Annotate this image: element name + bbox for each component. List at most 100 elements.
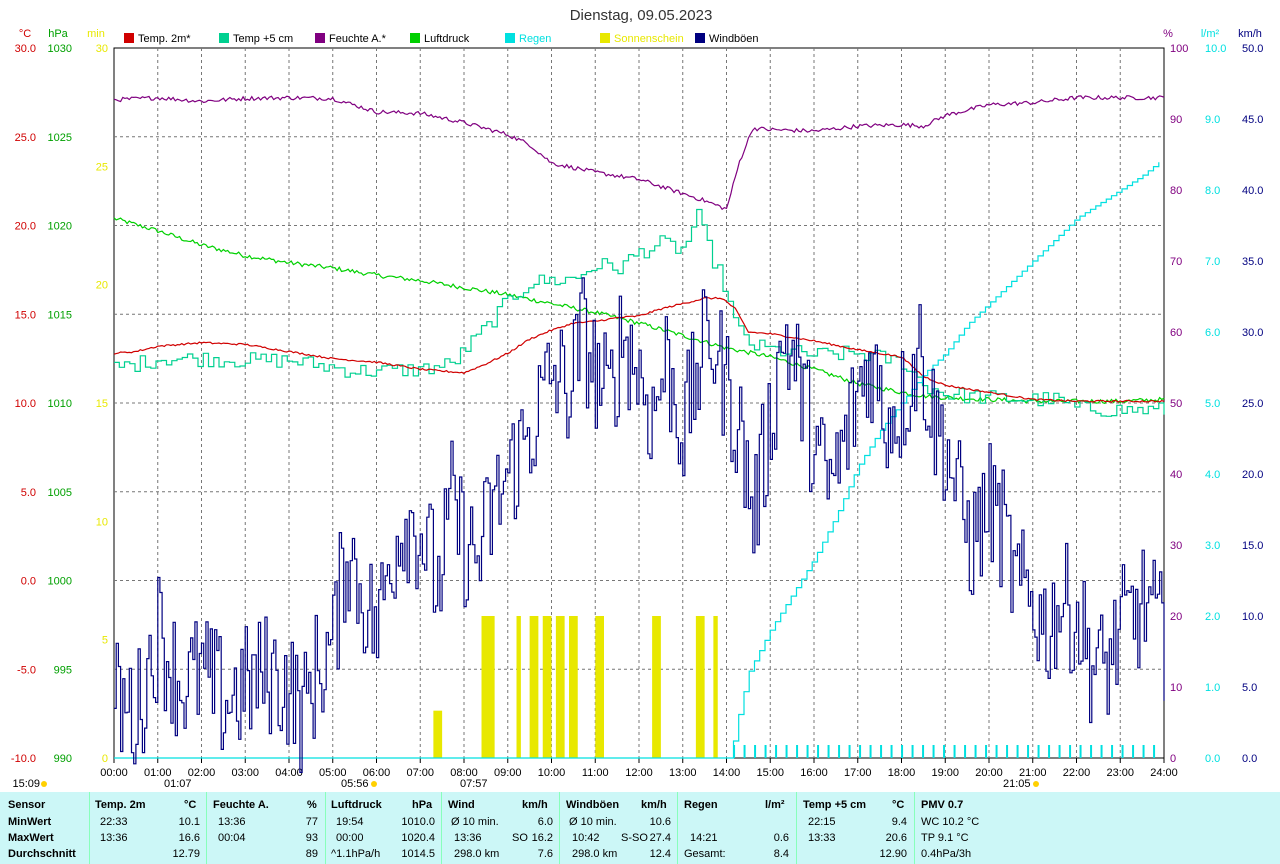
temp-tick-label: 15.0	[15, 309, 36, 321]
axis-unit-label: %	[1163, 28, 1173, 40]
sun-marker-icon	[41, 781, 47, 787]
sunshine-bar	[695, 616, 705, 758]
sunshine-tick-label: 20	[96, 280, 108, 292]
pressure-tick-label: 1025	[48, 132, 72, 144]
sunset-label: 21:05	[1003, 778, 1031, 790]
rain-tick	[1069, 745, 1072, 758]
wind-max-time: 13:36	[454, 832, 482, 844]
gust-dist: 298.0 km	[572, 848, 618, 860]
humidity-tick-label: 20	[1170, 611, 1182, 623]
wind-gust-line	[114, 277, 1165, 773]
gust-max: 27.4	[649, 832, 671, 844]
x-tick-label: 19:00	[931, 767, 959, 779]
rain-tick	[764, 745, 767, 758]
x-tick-label: 12:00	[625, 767, 653, 779]
x-tick-label: 08:00	[450, 767, 478, 779]
axis-unit-label: km/h	[1238, 28, 1262, 40]
press-max: 1020.4	[401, 832, 435, 844]
rain-tick	[1058, 745, 1061, 758]
x-tick-label: 10:00	[538, 767, 566, 779]
wind-max: 16.2	[531, 832, 553, 844]
stats-head-rain: Regen	[684, 799, 718, 811]
legend-swatch	[315, 33, 325, 43]
rain-tick-label: 4.0	[1205, 469, 1220, 481]
stats-head-t5-unit: °C	[892, 799, 905, 811]
rain-tick	[1016, 745, 1019, 758]
wind-tick-label: 30.0	[1242, 327, 1263, 339]
gust-avg: 12.4	[649, 848, 671, 860]
x-tick-label: 09:00	[494, 767, 522, 779]
rain-tick	[953, 745, 956, 758]
wind-tick-label: 40.0	[1242, 185, 1263, 197]
press-min-time: 19:54	[336, 816, 364, 828]
stats-head-gust-unit: km/h	[641, 799, 667, 811]
hum-max-time: 00:04	[218, 832, 246, 844]
pressure-tick-label: 1010	[48, 398, 72, 410]
legend-label: Temp +5 cm	[233, 33, 293, 45]
sunshine-tick-label: 25	[96, 161, 108, 173]
humidity-tick-label: 90	[1170, 114, 1182, 126]
sunshine-bar	[652, 616, 661, 758]
legend-swatch	[505, 33, 515, 43]
rain-tick	[943, 745, 946, 758]
rain-tick	[1100, 745, 1103, 758]
pressure-tick-label: 1020	[48, 221, 72, 233]
x-tick-label: 24:00	[1150, 767, 1178, 779]
rain-tick	[1142, 745, 1145, 758]
humidity-tick-label: 70	[1170, 256, 1182, 268]
rain-tick	[869, 745, 872, 758]
moon2-label: 07:57	[460, 778, 488, 790]
sunrise-label: 05:56	[341, 778, 369, 790]
sunshine-tick-label: 5	[102, 635, 108, 647]
pressure-tick-label: 1005	[48, 487, 72, 499]
temp-min: 10.1	[178, 816, 200, 828]
stats-head-gust: Windböen	[566, 799, 620, 811]
markers: 15:09 01:07 05:56 07:57 21:05	[12, 778, 1039, 790]
rain-max-time: 14:21	[690, 832, 718, 844]
wind-tick-label: 0.0	[1242, 753, 1257, 765]
wind-tick-label: 35.0	[1242, 256, 1263, 268]
stats-head-wind-unit: km/h	[522, 799, 548, 811]
rain-tick	[1048, 745, 1051, 758]
x-tick-label: 11:00	[582, 767, 609, 779]
sunshine-tick-label: 10	[96, 516, 108, 528]
axis-unit-label: min	[87, 28, 105, 40]
row-label-max: MaxWert	[8, 832, 54, 844]
rain-tick	[838, 745, 841, 758]
press-min: 1010.0	[401, 816, 435, 828]
wind-tick-label: 10.0	[1242, 611, 1263, 623]
wind-dist: 298.0 km	[454, 848, 500, 860]
rain-tick	[1090, 745, 1093, 758]
x-tick-label: 02:00	[188, 767, 216, 779]
rain-tick	[743, 745, 746, 758]
t5-min-time: 22:15	[808, 816, 836, 828]
series	[113, 94, 1165, 773]
rain-tick-label: 5.0	[1205, 398, 1220, 410]
rain-tick	[806, 745, 809, 758]
rain-tick-label: 2.0	[1205, 611, 1220, 623]
humidity-line	[113, 94, 1165, 211]
x-tick-label: 15:00	[756, 767, 784, 779]
wind-dir: SO	[512, 832, 528, 844]
gust-dir: S-SO	[621, 832, 648, 844]
x-tick-label: 01:00	[144, 767, 172, 779]
rain-tick	[1153, 745, 1156, 758]
hum-avg: 89	[305, 848, 318, 860]
pressure-tick-label: 1015	[48, 309, 72, 321]
rain-tick	[911, 745, 914, 758]
temp-avg: 12.79	[172, 848, 200, 860]
x-tick-label: 23:00	[1106, 767, 1134, 779]
x-tick-label: 18:00	[888, 767, 916, 779]
legend-swatch	[410, 33, 420, 43]
rain-tick	[754, 745, 757, 758]
wind-tick-label: 5.0	[1242, 682, 1257, 694]
sunshine-bar	[713, 616, 718, 758]
humidity-tick-label: 50	[1170, 398, 1182, 410]
temp-tick-label: 10.0	[15, 398, 36, 410]
wind-avg: 7.6	[537, 848, 553, 860]
legend-label: Windböen	[709, 33, 759, 45]
pressure-tick-label: 1000	[48, 576, 72, 588]
t5-min: 9.4	[891, 816, 907, 828]
temp-tick-label: 0.0	[21, 576, 36, 588]
rain-tick	[964, 745, 967, 758]
